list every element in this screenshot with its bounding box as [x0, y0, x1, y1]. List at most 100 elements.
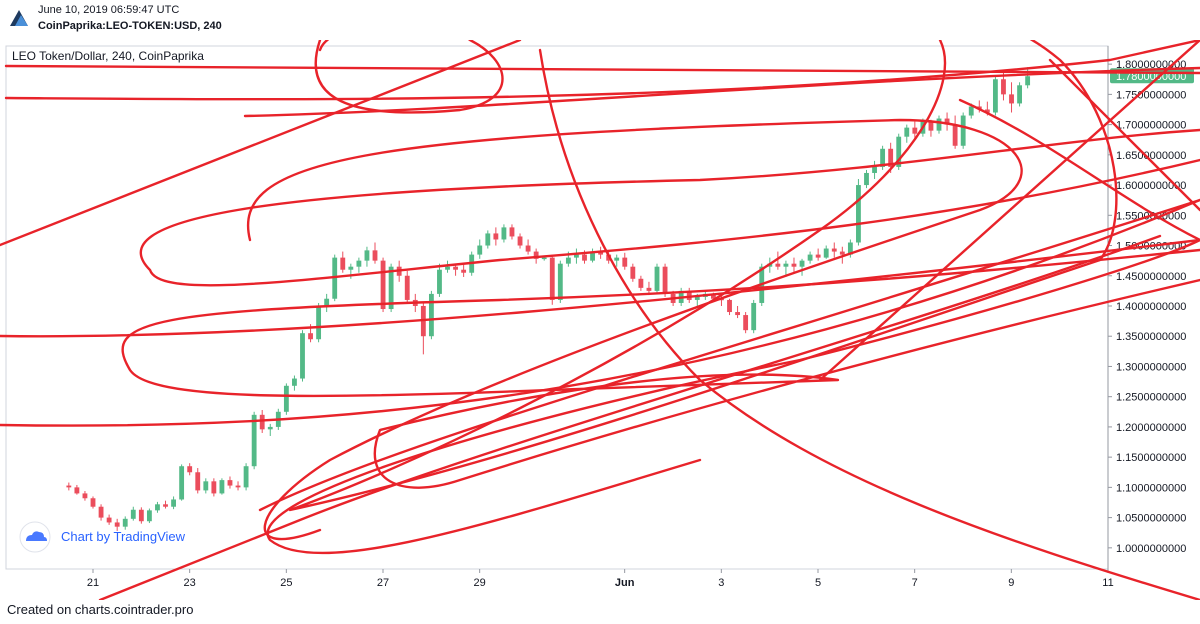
candle — [227, 476, 233, 489]
candle-body — [686, 290, 692, 300]
time-tick-label: 25 — [280, 577, 292, 589]
candle — [654, 263, 660, 294]
candle — [807, 251, 813, 264]
candle — [283, 383, 289, 415]
candle-body — [388, 266, 394, 310]
candle — [267, 423, 273, 436]
candle-body — [807, 254, 813, 261]
watermark-label: Chart by TradingView — [61, 529, 186, 544]
scribble-loop — [266, 238, 1200, 555]
time-tick-label: 21 — [87, 577, 99, 589]
candle-body — [300, 333, 305, 379]
candle-body — [90, 498, 96, 507]
footer-credit: Created on charts.cointrader.pro — [7, 602, 194, 617]
candle — [622, 252, 628, 270]
price-tick-label: 1.3500000000 — [1116, 331, 1186, 343]
candle-body — [1009, 94, 1014, 104]
candle — [461, 264, 467, 277]
time-tick-label: 29 — [474, 577, 486, 589]
candle — [122, 516, 128, 530]
candle-body — [106, 517, 112, 523]
candle — [549, 254, 555, 305]
candle — [598, 246, 604, 259]
candle-body — [598, 251, 604, 255]
candle — [574, 248, 579, 264]
candle — [735, 305, 740, 319]
candle — [791, 257, 797, 273]
scribble-line — [98, 234, 1162, 600]
last-price-value: 1.7800000000 — [1116, 71, 1186, 83]
candle-body — [340, 257, 346, 270]
candle-body — [992, 79, 998, 113]
candle-body — [219, 480, 225, 494]
candle — [155, 501, 160, 513]
candle — [316, 302, 322, 343]
price-tick-label: 1.4500000000 — [1116, 271, 1186, 283]
candle-body — [501, 227, 507, 240]
candle — [517, 233, 523, 249]
candle — [437, 263, 442, 297]
candle — [912, 121, 918, 140]
candle — [364, 246, 370, 267]
candle — [686, 287, 692, 303]
candlestick-chart[interactable]: 1.80000000001.75000000001.70000000001.65… — [0, 40, 1200, 600]
candle — [630, 263, 636, 282]
candle-body — [283, 385, 289, 412]
candle-body — [163, 504, 168, 507]
candle-body — [952, 124, 958, 146]
candle-body — [590, 251, 595, 261]
candle-body — [831, 248, 837, 252]
candle-body — [74, 487, 80, 494]
candle-body — [614, 257, 620, 261]
candle-body — [130, 509, 136, 519]
candle-body — [1017, 85, 1022, 104]
candle — [203, 478, 209, 494]
candle — [1009, 82, 1014, 113]
candle-body — [880, 148, 886, 167]
candle-body — [888, 148, 894, 167]
price-tick-label: 1.7500000000 — [1116, 89, 1186, 101]
candle-body — [775, 263, 781, 267]
candle-body — [549, 257, 555, 300]
time-axis: 21 23 25 27 29 Jun 3 5 7 9 11 — [87, 569, 1114, 589]
candle-body — [146, 510, 152, 522]
candle — [638, 275, 644, 291]
candle-body — [727, 299, 732, 313]
candle-body — [195, 472, 201, 491]
candle-body — [316, 305, 322, 340]
candle-body — [872, 166, 877, 173]
candle-body — [179, 466, 185, 500]
candle-body — [751, 302, 757, 331]
candle — [219, 478, 225, 495]
candle-body — [348, 266, 354, 270]
candle — [936, 115, 942, 134]
candle-body — [356, 260, 362, 267]
candle-body — [211, 481, 217, 494]
candle — [98, 504, 104, 521]
tradingview-watermark[interactable]: Chart by TradingView — [19, 521, 186, 553]
candle — [300, 330, 305, 382]
scribble-loop — [243, 66, 1200, 118]
candle-body — [461, 269, 467, 273]
candle-body — [847, 242, 853, 255]
candle-body — [823, 248, 829, 258]
candle-body — [485, 233, 491, 246]
candle — [82, 491, 88, 501]
scribble-line — [0, 40, 522, 247]
candle-body — [928, 121, 934, 131]
candle-body — [960, 115, 966, 146]
candle-body — [654, 266, 660, 291]
symbol-label: CoinPaprika:LEO-TOKEN:USD, 240 — [38, 20, 222, 32]
candle — [864, 169, 869, 189]
candle — [815, 248, 821, 261]
candle — [74, 484, 80, 495]
candle — [138, 507, 144, 524]
candle-body — [493, 233, 499, 240]
chart-header: June 10, 2019 06:59:47 UTC CoinPaprika:L… — [0, 0, 1200, 40]
candle — [992, 76, 998, 116]
candle — [872, 160, 877, 180]
candle — [179, 464, 185, 501]
candle-body — [259, 414, 265, 430]
candle-body — [638, 278, 644, 288]
candle-body — [437, 269, 442, 294]
